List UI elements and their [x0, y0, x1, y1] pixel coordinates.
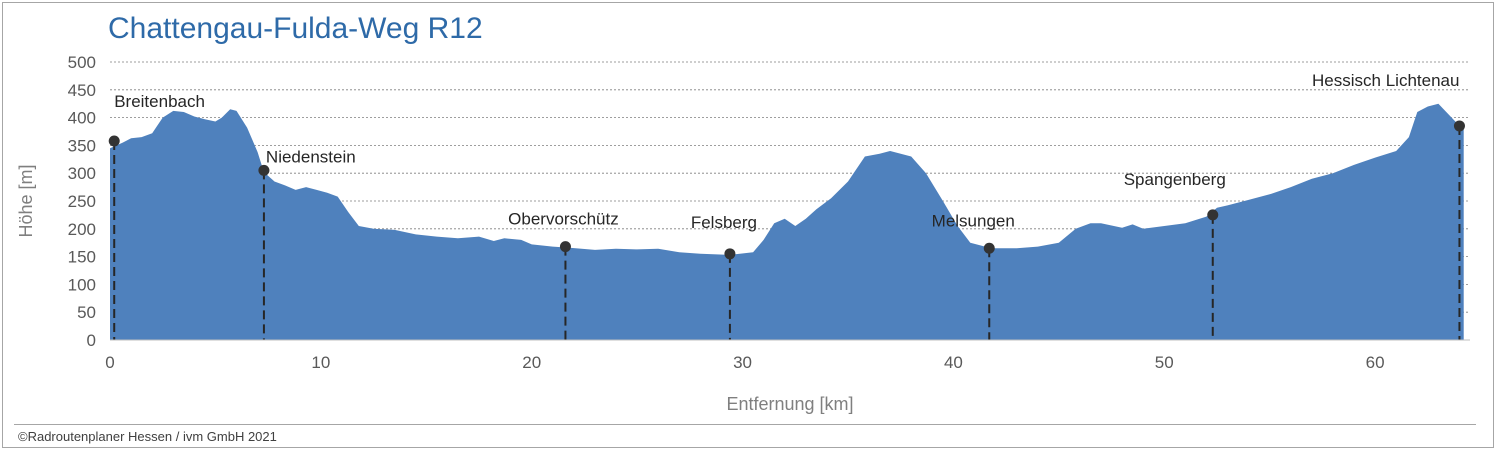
y-tick-labels: 0 50 100 150 200 250 300 350 400 450 500: [68, 53, 96, 350]
y-tick-label: 450: [68, 81, 96, 100]
y-tick-label: 50: [77, 303, 96, 322]
place-marker-dot: [108, 135, 120, 147]
place-label: Hessisch Lichtenau: [1312, 71, 1459, 90]
place-marker-dot: [1453, 120, 1465, 132]
x-tick-label: 20: [522, 353, 541, 372]
x-tick-label: 10: [311, 353, 330, 372]
chart-title: Chattengau-Fulda-Weg R12: [108, 12, 483, 45]
footer-divider: [14, 424, 1476, 425]
x-tick-labels: 0 10 20 30 40 50 60: [105, 353, 1384, 372]
y-tick-label: 150: [68, 248, 96, 267]
place-marker-dot: [983, 242, 995, 254]
place-label: Breitenbach: [114, 92, 205, 111]
y-tick-label: 100: [68, 275, 96, 294]
x-axis-title: Entfernung [km]: [726, 394, 853, 414]
place-label: Melsungen: [932, 211, 1015, 230]
place-label: Obervorschütz: [508, 210, 619, 229]
place-label: Felsberg: [691, 213, 757, 232]
place-label: Niedenstein: [266, 147, 356, 166]
y-tick-label: 350: [68, 136, 96, 155]
x-tick-label: 0: [105, 353, 114, 372]
place-markers: Breitenbach Niedenstein Obervorschütz Felsb…: [108, 71, 1465, 340]
y-tick-label: 400: [68, 109, 96, 128]
y-tick-label: 250: [68, 192, 96, 211]
place-marker-dot: [724, 248, 736, 260]
place-marker-dot: [1207, 209, 1219, 221]
elevation-area: [110, 103, 1464, 340]
y-axis-title: Höhe [m]: [16, 164, 36, 237]
place-marker-dot: [559, 241, 571, 253]
place-marker-dot: [258, 164, 270, 176]
y-tick-label: 0: [87, 331, 96, 350]
copyright-text: ©Radroutenplaner Hessen / ivm GmbH 2021: [18, 429, 277, 444]
x-tick-label: 40: [944, 353, 963, 372]
y-tick-label: 200: [68, 220, 96, 239]
place-label: Spangenberg: [1124, 170, 1226, 189]
x-tick-label: 60: [1366, 353, 1385, 372]
x-tick-label: 30: [733, 353, 752, 372]
y-tick-label: 500: [68, 53, 96, 72]
y-tick-label: 300: [68, 164, 96, 183]
x-tick-label: 50: [1155, 353, 1174, 372]
